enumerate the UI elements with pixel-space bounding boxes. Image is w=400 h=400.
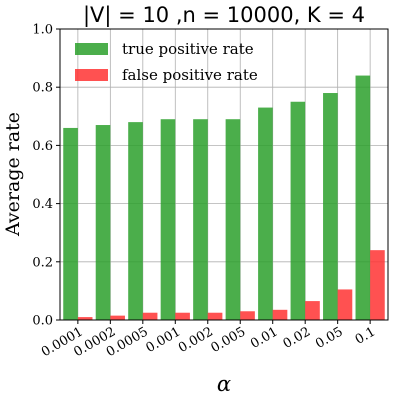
bar-true-positive xyxy=(323,93,338,321)
x-tick-label: 0.1 xyxy=(353,324,378,347)
bar-false-positive xyxy=(77,317,93,320)
bar-false-positive xyxy=(305,301,320,320)
chart-title: |V| = 10 ,n = 10000, K = 4 xyxy=(83,3,365,28)
x-tick-label: 0.02 xyxy=(281,324,314,351)
bars xyxy=(63,75,385,321)
bar-false-positive xyxy=(110,315,125,320)
plot-frame xyxy=(59,28,389,321)
bar-true-positive xyxy=(95,125,111,320)
bar-true-positive xyxy=(63,127,78,320)
bar-false-positive xyxy=(337,289,353,320)
x-tick-label: 0.01 xyxy=(248,324,281,351)
legend-swatch xyxy=(75,69,108,81)
y-tick-label: 0.6 xyxy=(32,139,53,154)
bar-false-positive xyxy=(370,250,385,320)
x-tick-label: 0.002 xyxy=(176,324,216,356)
legend-swatch xyxy=(75,43,108,55)
legend: true positive rate false positive rate xyxy=(75,40,258,84)
bar-false-positive xyxy=(272,309,288,320)
y-tick-label: 0.8 xyxy=(32,81,53,96)
legend-label: false positive rate xyxy=(122,66,258,84)
y-tick-label: 0.4 xyxy=(32,197,53,212)
y-axis-label: Average rate xyxy=(2,112,24,237)
y-tick-label: 0.0 xyxy=(32,314,53,329)
x-tick-label: 0.005 xyxy=(209,324,249,356)
bar-true-positive xyxy=(290,101,306,320)
bar-false-positive xyxy=(207,312,223,320)
bar-true-positive xyxy=(193,119,208,321)
bar-false-positive xyxy=(142,312,158,320)
bar-true-positive xyxy=(258,107,273,320)
x-tick-label: 0.05 xyxy=(313,324,346,351)
y-tick-label: 1.0 xyxy=(32,23,53,38)
bar-true-positive xyxy=(355,75,371,320)
bar-false-positive xyxy=(240,311,255,320)
legend-label: true positive rate xyxy=(122,40,254,58)
bar-true-positive xyxy=(128,122,143,321)
x-axis-label: α xyxy=(217,372,231,396)
bar-true-positive xyxy=(225,119,241,321)
bar-false-positive xyxy=(175,312,190,320)
y-tick-label: 0.2 xyxy=(32,255,53,270)
bar-true-positive xyxy=(160,119,176,321)
y-axis-ticks: 0.0 0.2 0.4 0.6 0.8 1.0 xyxy=(32,23,60,329)
x-tick-label: 0.001 xyxy=(144,324,184,356)
